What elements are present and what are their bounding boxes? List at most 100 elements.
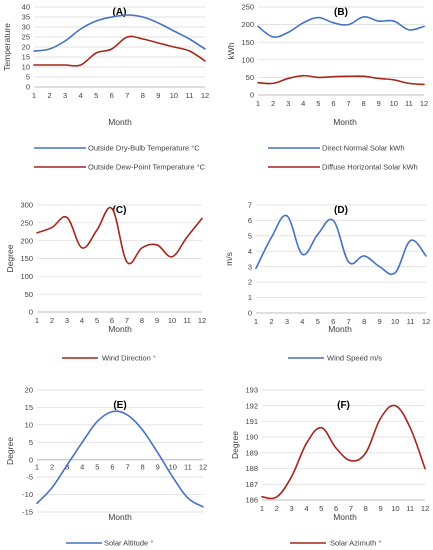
- x-axis-title: Month: [108, 117, 132, 127]
- y-tick-label: 30: [22, 23, 30, 32]
- x-tick-label: 8: [141, 91, 145, 100]
- y-tick-label: 100: [241, 55, 254, 64]
- x-tick-label: 2: [47, 91, 51, 100]
- y-tick-label: 6: [248, 216, 252, 225]
- x-tick-label: 11: [405, 99, 413, 108]
- x-tick-label: 1: [35, 316, 39, 325]
- y-tick-label: 250: [20, 218, 33, 227]
- y-tick-label: 200: [20, 236, 33, 245]
- y-tick-label: 150: [241, 38, 254, 47]
- legend-label: Outside Dry-Bulb Temperature °C: [88, 144, 200, 153]
- y-tick-label: 50: [246, 73, 254, 82]
- y-tick-label: 3: [248, 262, 252, 271]
- x-tick-label: 6: [110, 316, 114, 325]
- y-tick-label: 50: [25, 290, 33, 299]
- x-tick-label: 4: [304, 504, 308, 513]
- y-tick-label: 4: [248, 247, 252, 256]
- x-tick-label: 12: [421, 504, 429, 513]
- legend-label: Solar Azimuth °: [330, 539, 381, 548]
- y-tick-label: 20: [25, 386, 33, 395]
- x-tick-label: 4: [80, 316, 84, 325]
- y-axis-title: kWh: [226, 42, 236, 59]
- x-tick-label: 12: [201, 91, 209, 100]
- chart-title: (A): [113, 7, 127, 18]
- y-tick-label: 189: [245, 448, 258, 457]
- y-tick-label: 0: [250, 91, 254, 100]
- x-tick-label: 9: [378, 317, 382, 326]
- x-tick-label: 10: [391, 504, 399, 513]
- y-tick-label: 188: [245, 464, 258, 473]
- x-tick-label: 7: [125, 316, 129, 325]
- y-tick-label: 5: [26, 73, 30, 82]
- chart-title: (E): [113, 400, 126, 411]
- y-tick-label: 190: [245, 433, 258, 442]
- y-tick-label: 187: [245, 480, 258, 489]
- x-tick-label: 8: [362, 99, 366, 108]
- x-tick-label: 6: [334, 504, 338, 513]
- y-tick-label: 5: [248, 231, 252, 240]
- x-tick-label: 11: [406, 504, 414, 513]
- series-line: [33, 35, 206, 67]
- x-tick-label: 12: [199, 463, 207, 472]
- legend-label: Outside Dew-Point Temperature °C: [88, 163, 206, 172]
- x-tick-label: 7: [349, 504, 353, 513]
- x-tick-label: 5: [319, 504, 323, 513]
- x-tick-label: 11: [407, 317, 415, 326]
- y-tick-label: 0: [248, 309, 252, 318]
- x-tick-label: 6: [110, 463, 114, 472]
- x-tick-label: 2: [50, 316, 54, 325]
- x-tick-label: 1: [35, 463, 39, 472]
- x-tick-label: 8: [364, 504, 368, 513]
- x-tick-label: 10: [391, 317, 399, 326]
- y-tick-label: -5: [26, 473, 33, 482]
- x-tick-label: 3: [285, 317, 289, 326]
- x-tick-label: 5: [95, 316, 99, 325]
- y-tick-label: 5: [29, 438, 33, 447]
- x-tick-label: 3: [65, 463, 69, 472]
- x-tick-label: 9: [155, 316, 159, 325]
- x-tick-label: 8: [140, 316, 144, 325]
- y-tick-label: 15: [25, 403, 33, 412]
- x-axis-title: Month: [328, 324, 352, 334]
- series-line: [33, 14, 206, 52]
- y-tick-label: -15: [22, 508, 33, 517]
- y-axis-title: Temperature: [2, 23, 12, 71]
- x-axis-title: Month: [333, 512, 357, 522]
- x-tick-label: 7: [125, 91, 129, 100]
- x-axis-title: Month: [108, 512, 132, 522]
- x-tick-label: 9: [156, 463, 160, 472]
- series-line: [257, 74, 425, 86]
- x-tick-label: 3: [290, 504, 294, 513]
- x-tick-label: 10: [170, 91, 178, 100]
- x-tick-label: 3: [65, 316, 69, 325]
- y-tick-label: 2: [248, 278, 252, 287]
- y-axis-title: Degree: [5, 244, 15, 272]
- x-tick-label: 3: [63, 91, 67, 100]
- y-tick-label: 7: [248, 201, 252, 210]
- x-tick-label: 7: [346, 99, 350, 108]
- x-tick-label: 6: [110, 91, 114, 100]
- y-tick-label: 35: [22, 13, 30, 22]
- y-tick-label: 15: [22, 53, 30, 62]
- x-tick-label: 12: [420, 99, 428, 108]
- y-tick-label: 100: [20, 272, 33, 281]
- series-line: [257, 16, 425, 38]
- x-tick-label: 10: [390, 99, 398, 108]
- y-axis-title: Degree: [230, 431, 240, 459]
- y-axis-title: Degree: [5, 437, 15, 465]
- legend-label: Direct Normal Solar kWh: [322, 144, 405, 153]
- y-tick-label: 200: [241, 20, 254, 29]
- x-tick-label: 3: [286, 99, 290, 108]
- y-tick-label: 193: [245, 386, 258, 395]
- x-tick-label: 11: [184, 463, 192, 472]
- y-tick-label: 192: [245, 401, 258, 410]
- x-tick-label: 4: [80, 463, 84, 472]
- x-tick-label: 1: [254, 317, 258, 326]
- x-axis-title: Month: [333, 117, 357, 127]
- y-tick-label: 186: [245, 496, 258, 505]
- x-tick-label: 8: [141, 463, 145, 472]
